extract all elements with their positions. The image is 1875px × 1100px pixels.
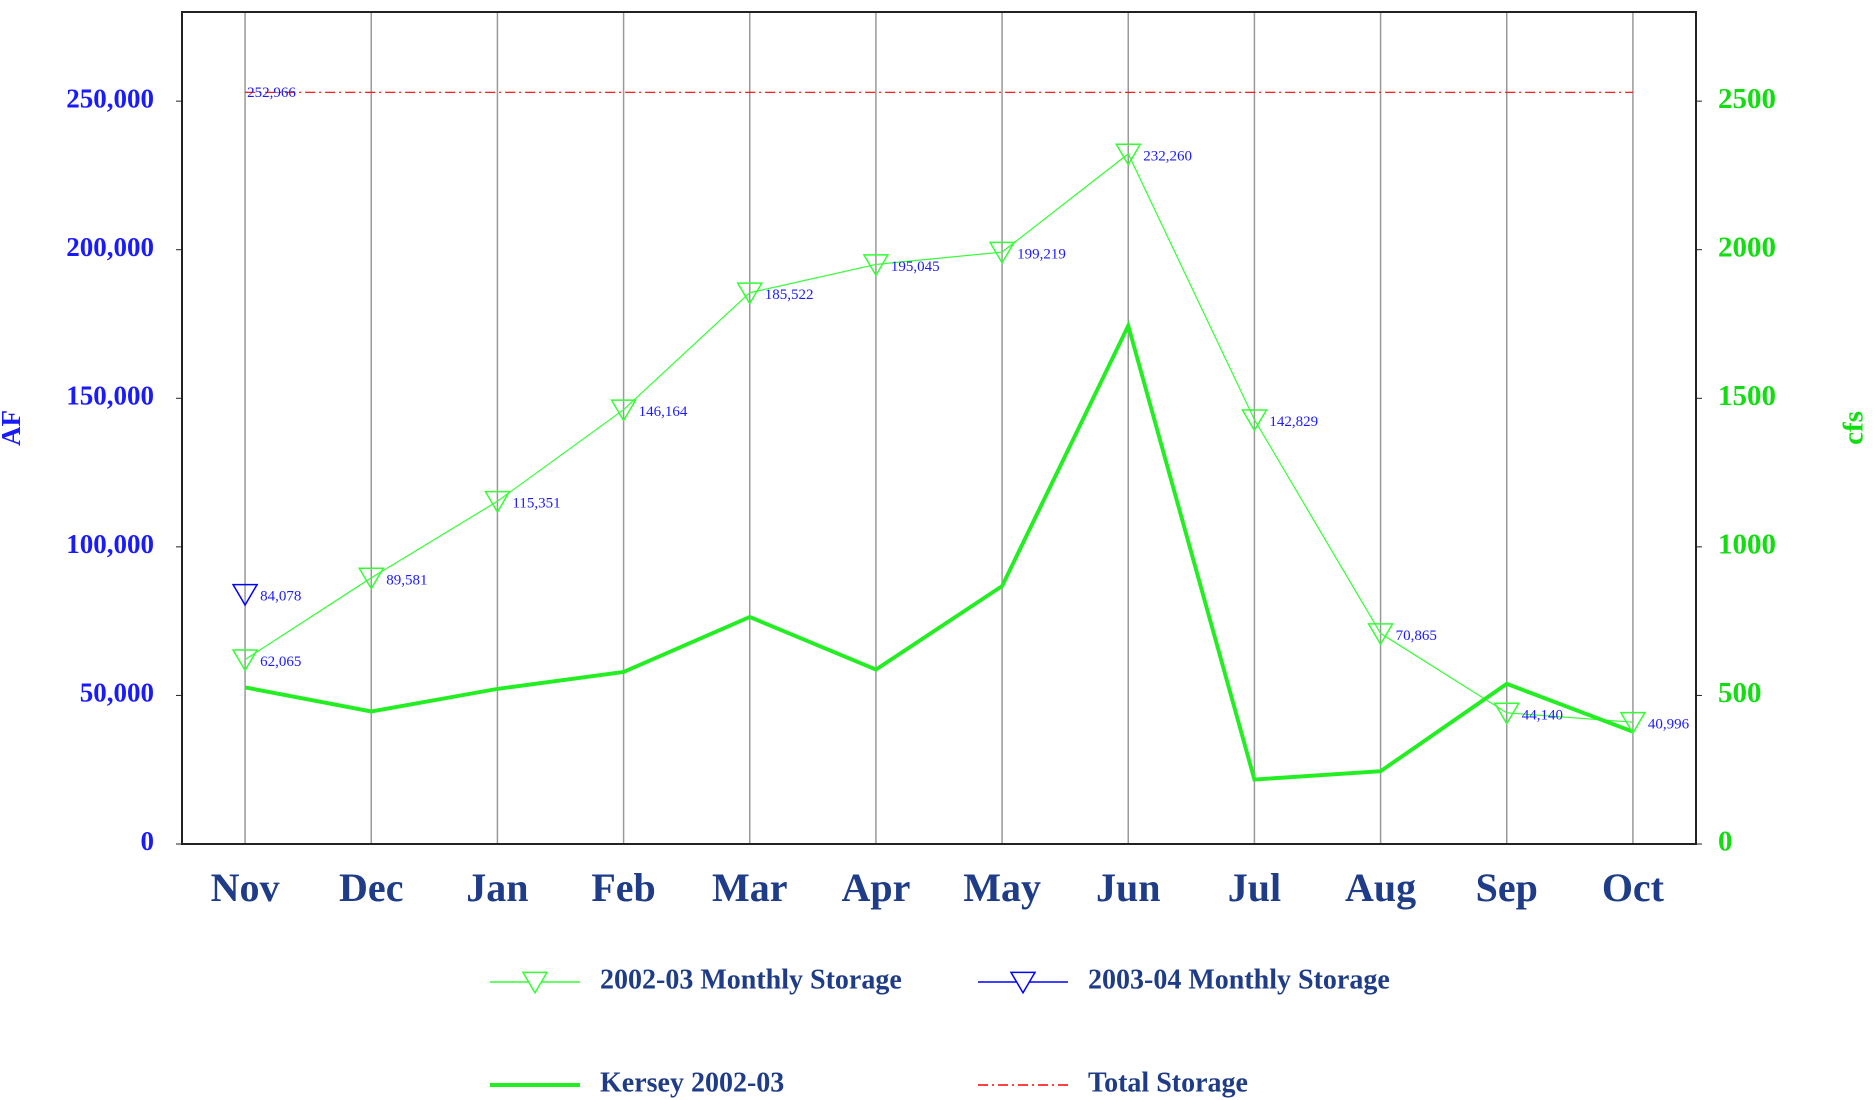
marker [862, 254, 890, 277]
x-tick-label: Apr [841, 865, 910, 910]
series-line [244, 320, 1634, 782]
y2-axis-label: cfs [1838, 411, 1870, 445]
marker [736, 282, 764, 306]
x-tick-label: Jun [1096, 865, 1161, 910]
marker [231, 649, 259, 672]
y2-tick-label: 2000 [1718, 231, 1776, 263]
x-tick-label: Jan [466, 865, 528, 910]
value-label: 62,065 [260, 654, 301, 670]
legend-label: Total Storage [1088, 1067, 1248, 1098]
value-label: 89,581 [386, 572, 427, 588]
value-label: 70,865 [1396, 628, 1437, 644]
legend-marker [521, 971, 549, 995]
value-label: 185,522 [765, 287, 814, 303]
legend-label: 2003-04 Monthly Storage [1088, 964, 1390, 995]
marker [484, 490, 511, 514]
value-label: 142,829 [1269, 414, 1318, 430]
value-label: 199,219 [1017, 246, 1066, 262]
value-label: 232,260 [1143, 148, 1192, 164]
marker [1619, 711, 1647, 735]
y-axis-label: AF [0, 410, 26, 446]
y2-tick-label: 500 [1718, 677, 1762, 709]
plot-frame [181, 11, 1697, 845]
marker [610, 399, 637, 422]
x-tick-label: Dec [339, 865, 403, 910]
value-label: 146,164 [639, 404, 688, 420]
legend-label: Kersey 2002-03 [600, 1067, 784, 1098]
y-tick-label: 150,000 [66, 380, 154, 410]
y2-tick-label: 0 [1718, 826, 1733, 858]
x-tick-label: May [963, 865, 1041, 910]
marker [231, 583, 259, 607]
x-tick-label: Mar [712, 865, 788, 910]
y2-tick-label: 2500 [1718, 83, 1776, 115]
x-tick-label: Aug [1345, 865, 1416, 910]
value-label: 195,045 [891, 259, 940, 275]
y-tick-label: 0 [141, 826, 155, 856]
x-tick-label: Sep [1476, 865, 1538, 910]
marker [1367, 623, 1394, 646]
x-tick-label: Jul [1228, 865, 1281, 910]
marker [988, 241, 1016, 265]
marker [1493, 702, 1521, 726]
legend-marker [1009, 971, 1037, 995]
y-tick-label: 200,000 [66, 232, 154, 262]
marker [357, 567, 385, 591]
marker [1114, 143, 1142, 167]
y-tick-label: 50,000 [80, 678, 154, 708]
value-label: 44,140 [1522, 707, 1563, 723]
x-tick-label: Feb [591, 865, 655, 910]
x-tick-label: Oct [1602, 865, 1665, 910]
value-label: 40,996 [1648, 717, 1690, 733]
y-tick-label: 250,000 [66, 83, 154, 113]
value-label: 115,351 [512, 496, 560, 512]
y2-tick-label: 1000 [1718, 529, 1776, 561]
x-tick-label: Nov [211, 865, 280, 910]
y-tick-label: 100,000 [66, 529, 154, 559]
series-line [244, 152, 1633, 723]
legend-label: 2002-03 Monthly Storage [600, 964, 902, 995]
marker [1241, 409, 1268, 432]
value-label: 252,966 [247, 85, 296, 101]
y2-tick-label: 1500 [1718, 380, 1776, 412]
value-label: 84,078 [260, 589, 301, 605]
